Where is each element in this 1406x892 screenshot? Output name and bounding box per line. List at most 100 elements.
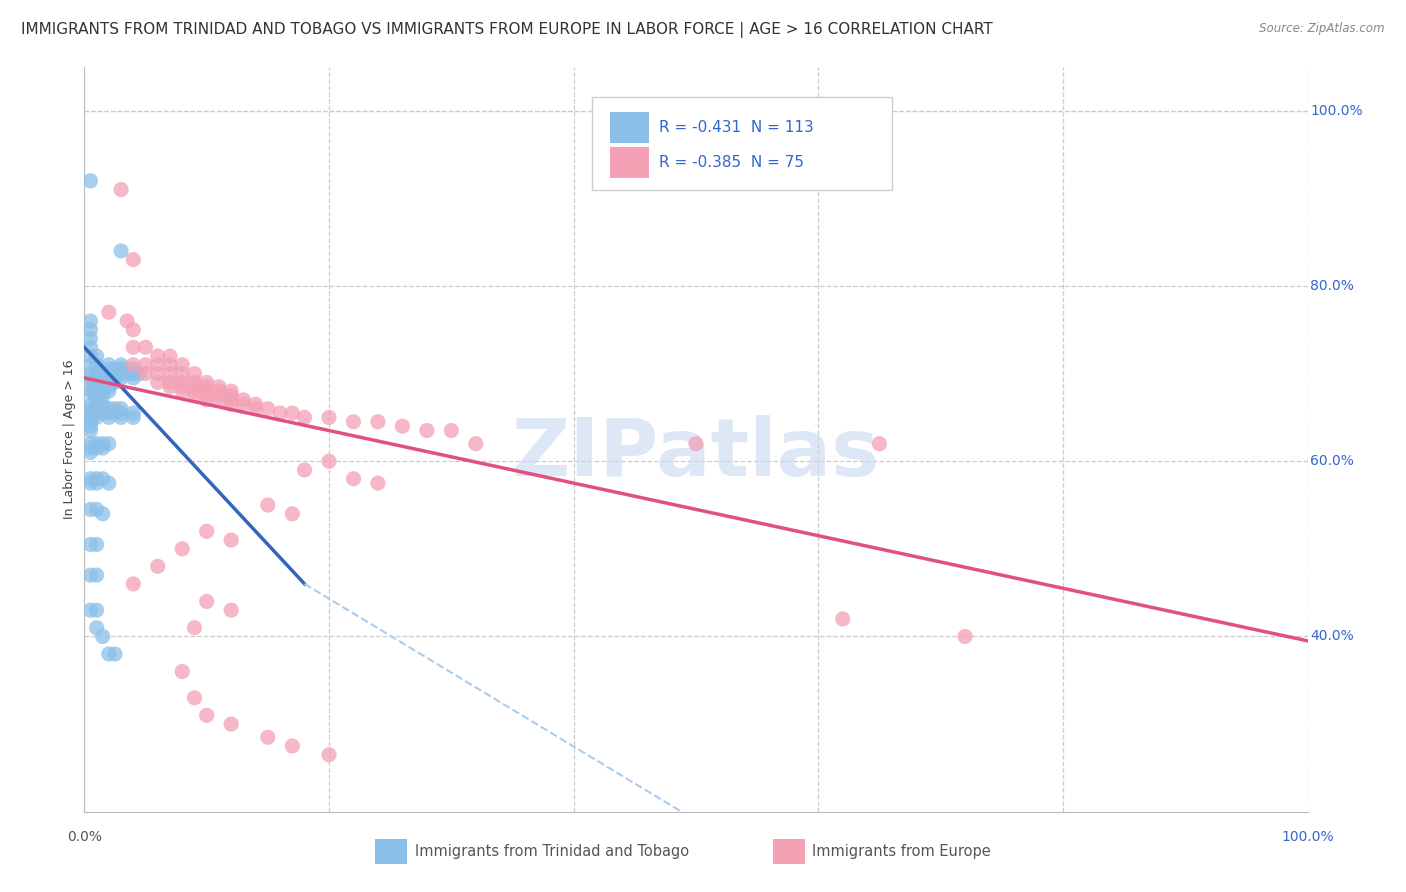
Point [146,358,169,372]
Point [86,621,108,635]
Point [79,397,101,411]
Point [195,392,218,407]
Point [104,647,127,661]
Point [82,376,104,390]
Point [318,454,340,468]
Point [122,371,145,385]
Point [195,594,218,608]
Point [86,367,108,381]
Point [183,376,205,390]
Point [281,739,304,753]
Point [195,524,218,539]
Point [79,419,101,434]
Text: 100.0%: 100.0% [1310,103,1362,118]
Point [97,362,120,376]
Point [79,415,101,429]
Point [367,415,389,429]
Point [79,603,101,617]
Point [122,340,145,354]
Text: Immigrants from Trinidad and Tobago: Immigrants from Trinidad and Tobago [415,844,689,859]
Point [115,362,138,376]
Point [86,436,108,450]
Point [91,376,114,390]
Point [91,472,114,486]
Point [257,498,280,512]
Point [172,384,194,398]
Point [79,472,101,486]
Point [91,371,114,385]
Point [183,367,205,381]
Text: 60.0%: 60.0% [1310,454,1354,468]
Point [79,502,101,516]
Point [208,392,231,407]
Text: Source: ZipAtlas.com: Source: ZipAtlas.com [1260,22,1385,36]
FancyBboxPatch shape [375,838,408,863]
Point [82,384,104,398]
Point [269,406,291,420]
Point [135,358,157,372]
Text: 80.0%: 80.0% [1310,279,1354,293]
Point [86,406,108,420]
Point [86,441,108,455]
Point [219,603,242,617]
Point [97,401,120,416]
Point [86,502,108,516]
Point [97,358,120,372]
Point [953,630,976,644]
Point [219,397,242,411]
Point [87,380,110,394]
Point [110,362,132,376]
Text: R = -0.385  N = 75: R = -0.385 N = 75 [659,154,804,169]
Point [172,358,194,372]
Point [122,406,145,420]
Point [97,380,120,394]
Point [172,380,194,394]
Point [79,358,101,372]
Point [87,367,110,381]
Point [115,367,138,381]
Point [104,401,127,416]
Point [122,367,145,381]
Point [122,577,145,591]
Point [79,314,101,328]
Point [79,340,101,354]
Point [342,415,364,429]
Point [97,410,120,425]
Point [122,362,145,376]
Point [146,349,169,363]
Point [86,397,108,411]
Point [195,708,218,723]
Point [91,630,114,644]
Point [91,441,114,455]
Text: 100.0%: 100.0% [1281,830,1334,845]
Point [104,367,127,381]
Point [232,392,254,407]
Point [104,371,127,385]
Point [183,690,205,705]
Point [110,183,132,197]
Point [86,349,108,363]
Point [110,406,132,420]
FancyBboxPatch shape [773,838,804,863]
Point [869,436,891,450]
Point [79,445,101,459]
Point [79,476,101,491]
Point [342,472,364,486]
Point [195,388,218,402]
Point [82,380,104,394]
Point [208,384,231,398]
Point [104,362,127,376]
Point [416,424,439,438]
Point [122,358,145,372]
Text: 0.0%: 0.0% [67,830,101,845]
Point [79,568,101,582]
Point [128,367,150,381]
Point [172,367,194,381]
Point [87,376,110,390]
Point [91,401,114,416]
Point [79,174,101,188]
Point [122,410,145,425]
Point [91,384,114,398]
Point [172,665,194,679]
Point [208,380,231,394]
